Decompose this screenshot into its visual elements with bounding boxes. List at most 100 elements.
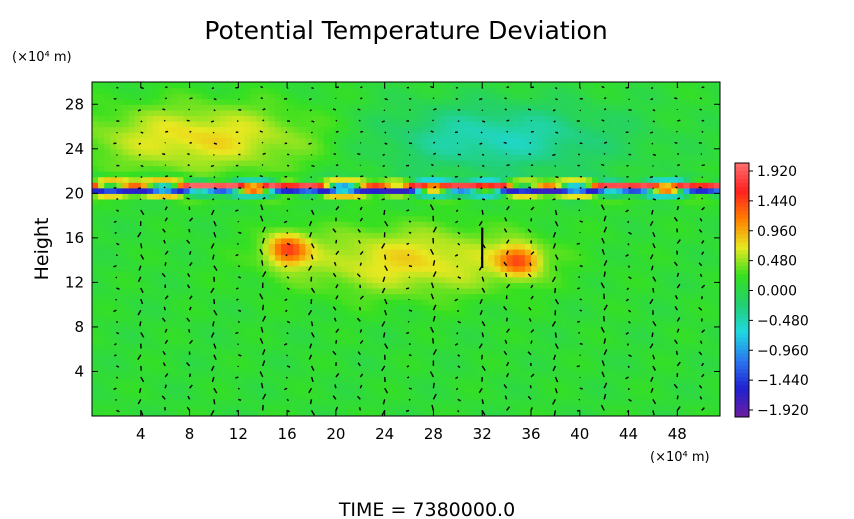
heatmap-cell (372, 165, 380, 172)
heatmap-cell (92, 154, 99, 161)
heatmap-cell (171, 343, 178, 350)
heatmap-cell (189, 299, 197, 306)
heatmap-cell (171, 332, 178, 339)
heatmap-cell (183, 249, 191, 256)
heatmap-cell (707, 343, 715, 350)
heatmap-cell (530, 260, 538, 267)
heatmap-cell (646, 326, 654, 334)
heatmap-cell (445, 171, 453, 178)
heatmap-cell (256, 271, 264, 278)
heatmap-cell (518, 326, 526, 334)
heatmap-cell (183, 299, 191, 306)
heatmap-cell (244, 215, 252, 222)
heatmap-cell (366, 165, 374, 172)
heatmap-cell (287, 371, 294, 378)
heatmap-cell (524, 338, 532, 345)
heatmap-cell (518, 365, 526, 373)
heatmap-cell (281, 332, 288, 339)
heatmap-cell (281, 326, 288, 334)
heatmap-cell (287, 326, 294, 334)
heatmap-cell (439, 354, 447, 361)
heatmap-cell (92, 198, 99, 206)
heatmap-cell (421, 165, 428, 172)
heatmap-cell (549, 410, 556, 416)
heatmap-cell (226, 310, 233, 317)
heatmap-cell (329, 148, 337, 155)
heatmap-cell (402, 365, 410, 373)
heatmap-cell (421, 315, 428, 322)
heatmap-cell (311, 226, 319, 233)
heatmap-cell (500, 388, 508, 395)
heatmap-cell (677, 371, 685, 378)
heatmap-cell (628, 282, 636, 289)
heatmap-cell (713, 287, 720, 295)
heatmap-cell (317, 182, 325, 189)
heatmap-cell (622, 198, 630, 206)
heatmap-cell (652, 287, 660, 295)
heatmap-cell (384, 321, 392, 328)
heatmap-cell (561, 237, 569, 245)
heatmap-cell (390, 388, 398, 395)
heatmap-cell (610, 221, 617, 228)
heatmap-cell (287, 271, 294, 278)
heatmap-cell (262, 360, 270, 367)
heatmap-cell (354, 377, 361, 384)
heatmap-cell (207, 343, 215, 350)
heatmap-cell (305, 315, 313, 322)
heatmap-cell (213, 315, 221, 322)
heatmap-cell (604, 215, 611, 222)
heatmap-cell (689, 371, 697, 378)
heatmap-cell (195, 148, 203, 155)
heatmap-cell (457, 343, 465, 350)
heatmap-cell (537, 360, 544, 367)
heatmap-cell (152, 304, 160, 311)
heatmap-cell (384, 377, 392, 384)
heatmap-cell (640, 349, 648, 356)
heatmap-cell (274, 287, 282, 295)
heatmap-cell (707, 382, 715, 389)
heatmap-cell (622, 148, 630, 155)
heatmap-cell (171, 176, 178, 183)
heatmap-cell (390, 221, 398, 228)
heatmap-cell (171, 393, 178, 400)
heatmap-cell (598, 210, 605, 217)
heatmap-cell (360, 159, 367, 167)
heatmap-cell (415, 338, 422, 345)
heatmap-cell (591, 249, 599, 256)
heatmap-cell (713, 388, 720, 395)
heatmap-cell (701, 232, 709, 239)
heatmap-cell (299, 243, 306, 250)
heatmap-cell (335, 399, 343, 406)
heatmap-cell (348, 187, 355, 194)
heatmap-cell (543, 388, 550, 395)
heatmap-cell (116, 365, 124, 373)
heatmap-cell (555, 388, 563, 395)
heatmap-cell (171, 198, 178, 206)
heatmap-cell (659, 326, 666, 334)
heatmap-cell (591, 193, 599, 200)
heatmap-cell (439, 287, 447, 295)
heatmap-cell (409, 265, 416, 272)
heatmap-cell (360, 321, 367, 328)
heatmap-cell (128, 165, 136, 172)
heatmap-cell (396, 371, 404, 378)
heatmap-cell (567, 349, 575, 356)
heatmap-cell (140, 282, 148, 289)
heatmap-cell (354, 254, 361, 261)
heatmap-cell (433, 360, 441, 367)
heatmap-cell (421, 276, 428, 283)
heatmap-cell (409, 249, 416, 256)
heatmap-cell (494, 176, 502, 183)
heatmap-cell (640, 193, 648, 200)
heatmap-cell (598, 176, 605, 183)
heatmap-cell (201, 182, 209, 189)
heatmap-cell (104, 243, 111, 250)
heatmap-cell (415, 260, 422, 267)
heatmap-cell (384, 254, 392, 261)
heatmap-cell (335, 360, 343, 367)
heatmap-cell (256, 232, 264, 239)
heatmap-cell (98, 293, 105, 300)
heatmap-cell (463, 404, 471, 412)
heatmap-cell (177, 410, 185, 416)
heatmap-cell (305, 382, 313, 389)
